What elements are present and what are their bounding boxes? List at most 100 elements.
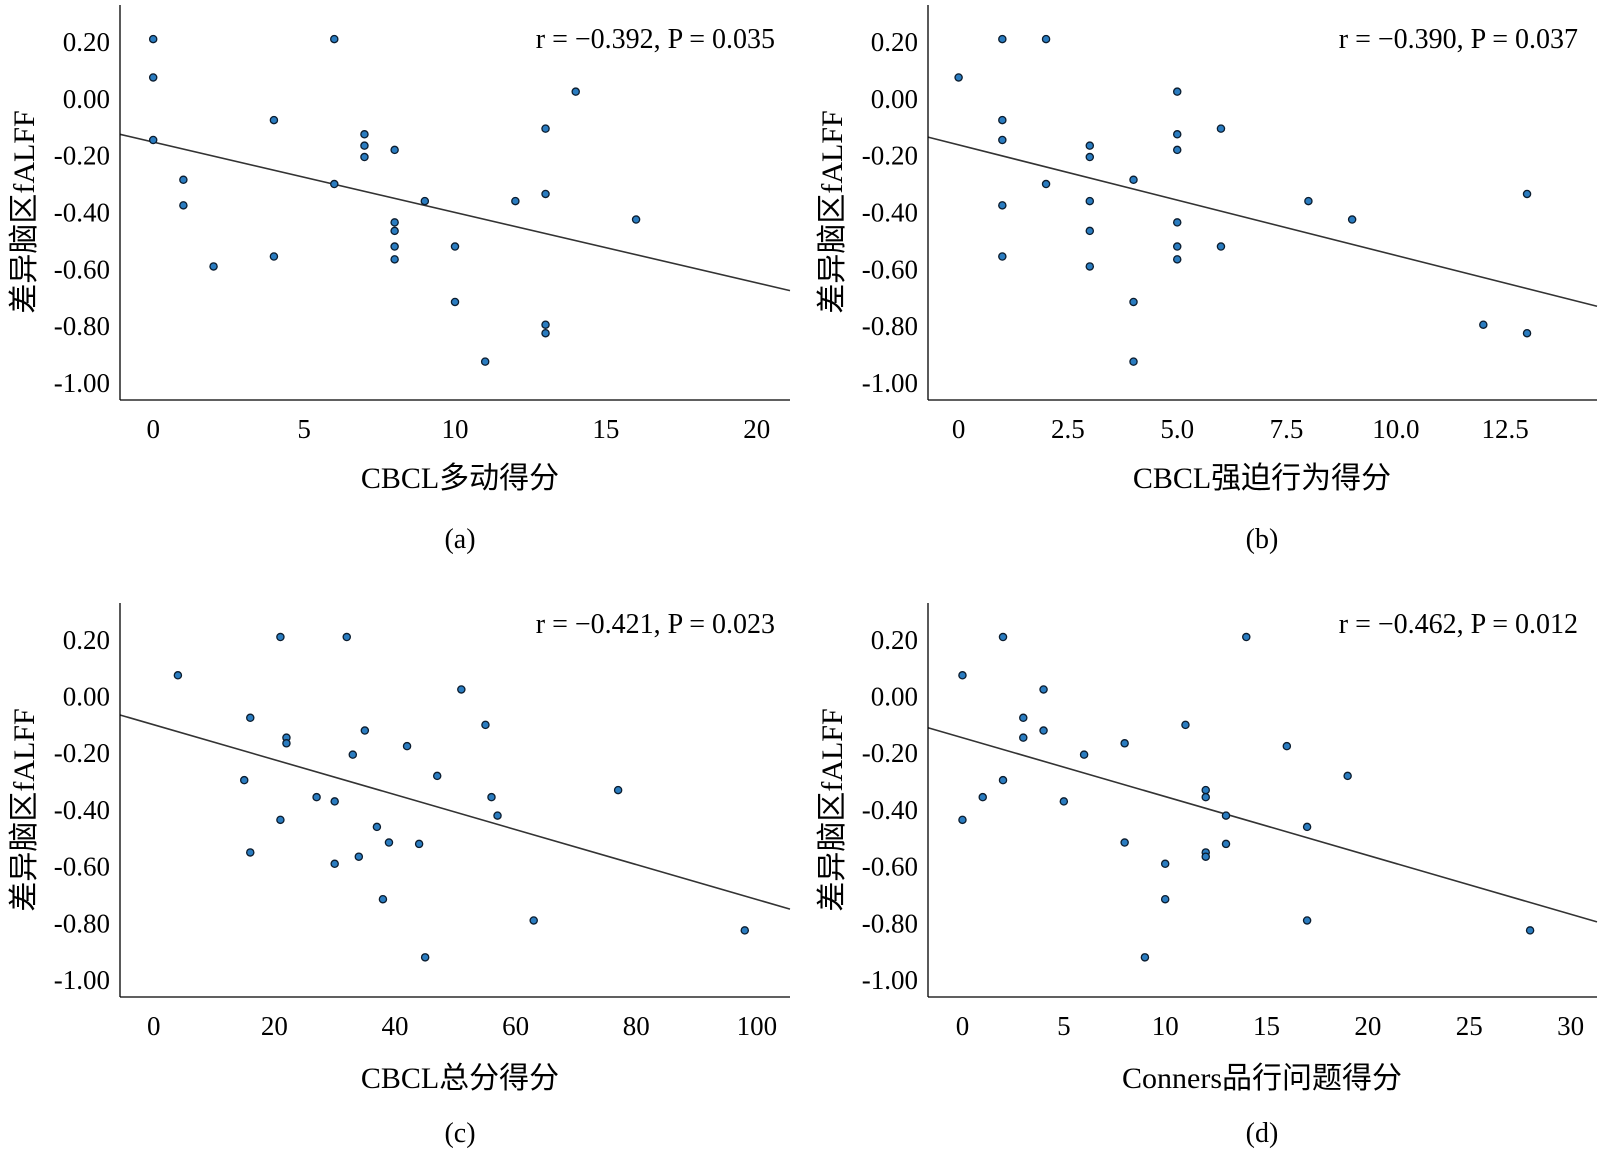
data-point bbox=[1120, 838, 1129, 847]
y-tick-label: -0.40 bbox=[54, 197, 110, 227]
data-point bbox=[148, 135, 158, 145]
x-tick-label: 2.5 bbox=[1051, 414, 1085, 444]
data-point bbox=[354, 852, 364, 861]
x-tick-label: 5 bbox=[1057, 1011, 1071, 1041]
data-point bbox=[457, 685, 466, 694]
data-point bbox=[954, 73, 963, 82]
data-point bbox=[360, 141, 369, 150]
x-tick-label: 20 bbox=[1354, 1011, 1381, 1041]
data-point bbox=[390, 242, 399, 251]
data-point bbox=[148, 34, 158, 44]
panel-a: 差异脑区fALFF 0.20 0.00 -0.20 -0.40 -0.60 -0.80 -1… bbox=[8, 5, 791, 555]
y-tick-label: 0.20 bbox=[871, 625, 918, 655]
x-axis-label: Conners品行问题得分 bbox=[1122, 1062, 1402, 1095]
panel-caption: (a) bbox=[444, 524, 475, 555]
data-point bbox=[360, 152, 369, 162]
data-point bbox=[1172, 130, 1182, 139]
data-point bbox=[330, 859, 339, 869]
data-points bbox=[954, 34, 1532, 366]
data-point bbox=[1343, 771, 1352, 781]
y-tick-label: 0.20 bbox=[63, 625, 110, 655]
data-point bbox=[1160, 894, 1170, 904]
x-tick-label: 10.0 bbox=[1372, 414, 1419, 444]
data-point bbox=[1221, 811, 1231, 820]
x-tick-label: 15 bbox=[592, 414, 619, 444]
y-axis-label: 差异脑区fALFF bbox=[8, 110, 41, 313]
data-point bbox=[978, 792, 987, 802]
data-point bbox=[1216, 124, 1226, 133]
data-point bbox=[998, 201, 1007, 210]
data-point bbox=[330, 797, 339, 806]
data-point bbox=[571, 87, 580, 96]
data-point bbox=[541, 124, 550, 133]
data-point bbox=[330, 34, 339, 44]
data-point bbox=[179, 175, 188, 185]
data-point bbox=[480, 357, 490, 366]
panel-b: 差异脑区fALFF 0.20 0.00 -0.20 -0.40 -0.60 -0.80 -1… bbox=[816, 5, 1598, 555]
data-point bbox=[511, 196, 520, 206]
data-point bbox=[360, 130, 369, 139]
x-tick-label: 5.0 bbox=[1160, 414, 1194, 444]
y-tick-label: -0.60 bbox=[54, 852, 110, 882]
x-tick-label: 20 bbox=[261, 1011, 288, 1041]
data-point bbox=[384, 838, 394, 847]
data-point bbox=[1039, 685, 1048, 694]
data-point bbox=[1160, 859, 1170, 869]
x-tick-label: 7.5 bbox=[1270, 414, 1304, 444]
x-ticks: 0 5 10 15 20 bbox=[146, 414, 770, 444]
y-ticks: 0.20 0.00 -0.20 -0.40 -0.60 -0.80 -1.00 bbox=[862, 625, 918, 995]
y-ticks: 0.20 0.00 -0.20 -0.40 -0.60 -0.80 -1.00 bbox=[862, 27, 918, 398]
data-point bbox=[493, 811, 502, 820]
data-point bbox=[998, 115, 1007, 125]
data-point bbox=[1242, 632, 1251, 642]
data-point bbox=[450, 297, 460, 307]
y-tick-label: 0.00 bbox=[63, 84, 110, 114]
data-point bbox=[958, 815, 967, 825]
data-point bbox=[1039, 726, 1048, 735]
data-point bbox=[148, 73, 158, 82]
y-tick-label: -0.80 bbox=[862, 311, 918, 341]
data-point bbox=[1129, 357, 1138, 366]
data-point bbox=[998, 34, 1007, 44]
x-tick-label: 10 bbox=[1152, 1011, 1179, 1041]
data-point bbox=[1120, 739, 1129, 748]
y-axis-label: 差异脑区fALFF bbox=[8, 708, 41, 911]
data-point bbox=[390, 145, 399, 155]
data-point bbox=[631, 215, 641, 224]
x-tick-label: 25 bbox=[1456, 1011, 1483, 1041]
data-point bbox=[1221, 839, 1231, 849]
x-tick-label: 15 bbox=[1253, 1011, 1280, 1041]
data-point bbox=[402, 741, 412, 751]
y-tick-label: -0.20 bbox=[54, 738, 110, 768]
y-tick-label: -0.60 bbox=[54, 254, 110, 284]
x-tick-label: 40 bbox=[381, 1011, 408, 1041]
y-tick-label: 0.00 bbox=[871, 682, 918, 712]
data-point bbox=[1302, 916, 1312, 925]
regression-line bbox=[927, 726, 1598, 923]
data-point bbox=[312, 792, 321, 802]
x-tick-label: 20 bbox=[743, 414, 770, 444]
correlation-annotation: r = −0.421, P = 0.023 bbox=[536, 609, 775, 640]
x-tick-label: 10 bbox=[442, 414, 469, 444]
x-tick-label: 0 bbox=[146, 414, 160, 444]
y-tick-label: -0.80 bbox=[54, 311, 110, 341]
data-point bbox=[330, 179, 339, 189]
y-ticks: 0.20 0.00 -0.20 -0.40 -0.60 -0.80 -1.00 bbox=[54, 27, 110, 398]
y-tick-label: -0.20 bbox=[862, 738, 918, 768]
data-point bbox=[276, 815, 285, 825]
y-axis-label: 差异脑区fALFF bbox=[816, 708, 849, 911]
x-tick-label: 30 bbox=[1557, 1011, 1584, 1041]
data-point bbox=[239, 775, 249, 785]
panel-d: 差异脑区fALFF 0.20 0.00 -0.20 -0.40 -0.60 -0.80 -1… bbox=[816, 603, 1598, 1149]
y-tick-label: -1.00 bbox=[54, 368, 110, 398]
data-point bbox=[282, 739, 291, 748]
y-tick-label: -0.20 bbox=[54, 141, 110, 171]
data-point bbox=[1019, 733, 1028, 742]
data-point bbox=[998, 135, 1007, 145]
y-tick-label: -1.00 bbox=[862, 965, 918, 995]
data-point bbox=[1172, 87, 1182, 96]
correlation-annotation: r = −0.392, P = 0.035 bbox=[536, 24, 775, 55]
data-point bbox=[998, 775, 1008, 785]
y-tick-label: -0.40 bbox=[862, 795, 918, 825]
data-point bbox=[1059, 797, 1069, 806]
